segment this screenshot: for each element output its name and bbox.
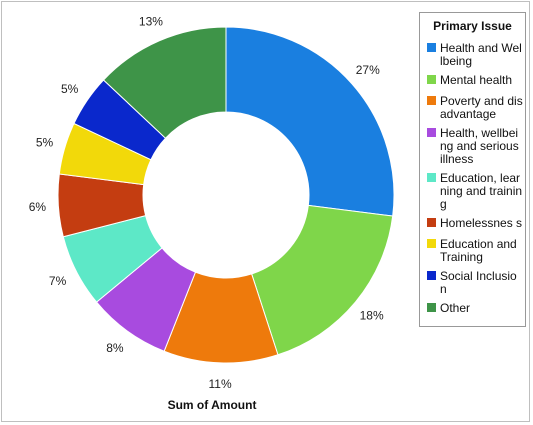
data-label-other: 13% xyxy=(139,15,163,29)
legend-swatch xyxy=(427,303,436,312)
data-label-health-wellbeing-and-serious-illness: 8% xyxy=(106,341,124,355)
legend-label: Health, wellbeing and serious illness xyxy=(440,126,519,166)
legend-label: Education, learning and training xyxy=(440,171,523,211)
data-label-mental-health: 18% xyxy=(360,308,384,322)
legend-label: Homelessnes s xyxy=(440,216,523,230)
legend-item-education-and-training[interactable]: Education and Training xyxy=(420,238,525,264)
x-axis-label: Sum of Amount xyxy=(167,398,257,412)
legend-label: Mental health xyxy=(440,73,513,87)
legend-label: Poverty and disadvantage xyxy=(440,94,523,121)
legend-swatch xyxy=(427,271,436,280)
legend-item-poverty-and-disadvantage[interactable]: Poverty and disadvantage xyxy=(420,95,525,121)
data-label-education-learning-and-training: 7% xyxy=(49,274,67,288)
slice-other[interactable] xyxy=(102,26,227,139)
legend-swatch xyxy=(427,173,436,182)
legend-item-social-inclusion[interactable]: Social Inclusion xyxy=(420,270,525,296)
legend-label: Social Inclusion xyxy=(440,269,517,296)
data-label-homelessness: 6% xyxy=(29,200,47,214)
legend-swatch xyxy=(427,239,436,248)
legend-item-other[interactable]: Other xyxy=(420,302,525,315)
legend-label: Health and Wellbeing xyxy=(440,41,522,68)
legend-title: Primary Issue xyxy=(433,19,512,33)
data-label-poverty-and-disadvantage: 11% xyxy=(208,377,231,391)
slice-health-and-wellbeing[interactable] xyxy=(225,26,395,217)
data-label-health-and-wellbeing: 27% xyxy=(356,63,380,77)
legend-item-health-wellbeing-and-serious-illness[interactable]: Health, wellbeing and serious illness xyxy=(420,127,525,166)
legend-swatch xyxy=(427,43,436,52)
legend-swatch xyxy=(427,75,436,84)
legend-swatch xyxy=(427,96,436,105)
legend-label: Other xyxy=(440,301,471,315)
data-label-social-inclusion: 5% xyxy=(61,82,79,96)
data-label-education-and-training: 5% xyxy=(36,135,54,149)
legend-item-health-and-wellbeing[interactable]: Health and Wellbeing xyxy=(420,42,525,68)
donut-chart: 27% 18% 11% 8% 7% 6% 5% 5% 13% xyxy=(29,15,395,391)
legend-label: Education and Training xyxy=(440,237,517,264)
legend-swatch xyxy=(427,128,436,137)
legend-swatch xyxy=(427,218,436,227)
slice-mental-health[interactable] xyxy=(251,204,394,356)
legend-item-education-learning-and-training[interactable]: Education, learning and training xyxy=(420,172,525,211)
legend-item-mental-health[interactable]: Mental health xyxy=(420,74,525,87)
legend: Primary Issue Health and Wellbeing Mental… xyxy=(419,12,526,327)
legend-item-homelessness[interactable]: Homelessnes s xyxy=(420,217,525,230)
